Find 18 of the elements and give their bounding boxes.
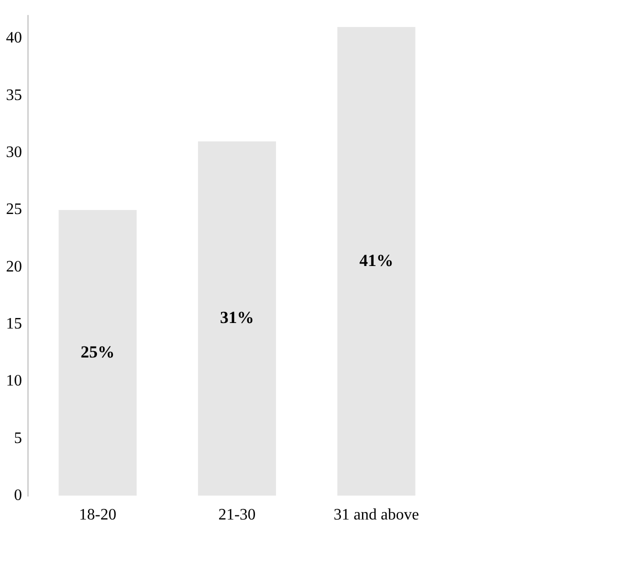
y-tick-label: 10 <box>6 372 22 390</box>
x-tick-label: 21-30 <box>218 506 256 524</box>
data-label: 31% <box>220 308 254 327</box>
data-label: 25% <box>80 342 115 362</box>
y-tick-label: 25 <box>6 201 22 218</box>
x-tick-label: 31 and above <box>334 506 419 524</box>
y-tick-label: 5 <box>14 430 22 447</box>
bar <box>58 210 137 496</box>
y-tick-label: 0 <box>14 487 22 504</box>
y-tick-label: 20 <box>6 258 22 276</box>
y-tick-label: 15 <box>6 316 22 333</box>
y-tick-label: 35 <box>6 86 22 104</box>
bar <box>337 27 416 496</box>
y-tick-label: 30 <box>6 144 22 162</box>
bar <box>198 141 276 496</box>
data-label: 41% <box>359 250 394 270</box>
x-tick-label: 18-20 <box>79 506 116 524</box>
y-tick-label: 40 <box>6 30 22 47</box>
